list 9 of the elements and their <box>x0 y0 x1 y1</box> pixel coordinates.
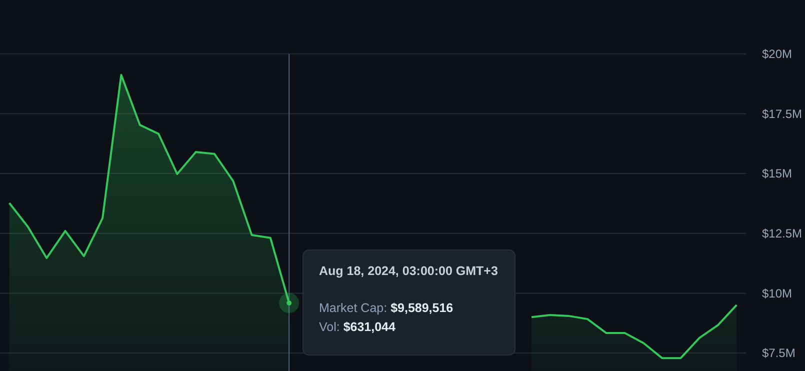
annotation: Aug 18, 2024, 03:00:00 GMT+3 <box>319 264 498 278</box>
y-tick-label: $10M <box>762 286 792 300</box>
y-tick-label: $20M <box>762 47 792 62</box>
annotation: Vol: $631,044 <box>319 320 396 334</box>
y-tick-label: $12.5M <box>762 226 802 241</box>
y-tick-label: $7.5M <box>762 346 796 360</box>
annotation: Market Cap: $9,589,516 <box>319 301 454 315</box>
y-tick-label: $15M <box>762 166 792 181</box>
y-tick-label: $17.5M <box>762 106 802 121</box>
